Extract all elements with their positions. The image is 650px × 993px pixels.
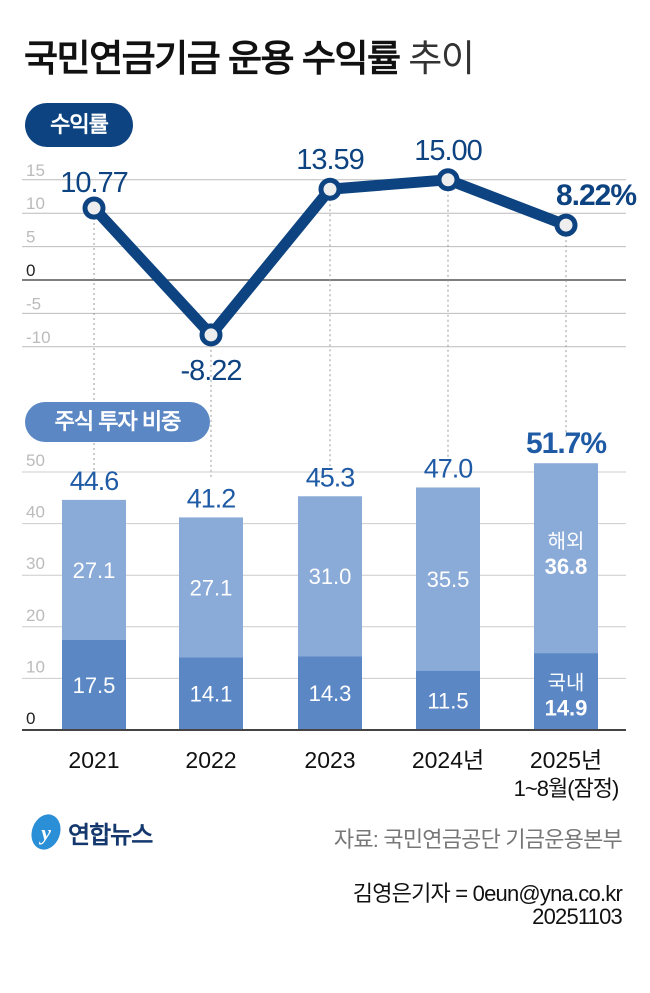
- x-tick-label: 2022: [185, 747, 236, 773]
- data-point: [318, 177, 342, 201]
- x-tick-sublabel: 1~8월(잠정): [514, 776, 619, 801]
- y-tick-label: 5: [26, 228, 35, 247]
- data-label: 15.00: [414, 135, 482, 167]
- bar-total-label: 44.6: [70, 466, 119, 496]
- data-label: 8.22%: [556, 179, 636, 212]
- y-tick-label: 30: [26, 554, 45, 573]
- title-bold: 국민연금기금 운용 수익률: [24, 38, 401, 79]
- x-tick-label: 2025년: [530, 747, 602, 773]
- bar-domestic: [416, 670, 480, 730]
- bar-overseas: [179, 517, 243, 658]
- y-tick-label: 0: [26, 709, 35, 728]
- bar-value-label: 27.1: [73, 558, 116, 583]
- data-label: -8.22: [180, 355, 241, 387]
- y-tick-label: 40: [26, 503, 45, 522]
- bar-value-label: 14.9: [545, 696, 588, 721]
- data-label: 13.59: [296, 144, 364, 176]
- bar-value-label: 11.5: [427, 688, 468, 713]
- bar-value-label: 14.1: [190, 682, 233, 707]
- series-line: [89, 174, 568, 344]
- data-label: 10.77: [60, 167, 128, 199]
- bar-value-label: 17.5: [73, 673, 116, 698]
- bar-domestic: [62, 639, 126, 730]
- y-tick-label: 0: [26, 261, 35, 280]
- series-name-label: 국내: [548, 672, 585, 695]
- bar-total-label: 47.0: [424, 453, 473, 483]
- title-light: 추이: [408, 38, 475, 79]
- byline-text: 김영은기자 = 0eun@yna.co.kr: [352, 881, 623, 906]
- yonhap-logo-icon: y: [31, 814, 61, 850]
- y-tick-label: 10: [26, 194, 45, 213]
- date-text: 20251103: [532, 904, 623, 929]
- bar-overseas: [534, 463, 598, 654]
- x-tick-label: 2024년: [412, 747, 484, 773]
- x-tick-label: 2021: [68, 747, 119, 773]
- source-text: 자료: 국민연금공단 기금운용본부: [333, 827, 623, 852]
- bar-overseas: [298, 496, 362, 657]
- series-name-label: 해외: [548, 530, 585, 553]
- data-point: [554, 213, 578, 237]
- y-tick-label: 10: [26, 657, 45, 676]
- data-point: [82, 196, 106, 220]
- y-tick-label: -10: [26, 328, 51, 347]
- y-tick-label: -5: [26, 294, 41, 313]
- yonhap-logo: y 연합뉴스: [28, 812, 153, 852]
- x-tick-label: 2023: [304, 747, 355, 773]
- logo-text: 연합뉴스: [68, 821, 153, 849]
- bar-overseas: [416, 487, 480, 671]
- bar-domestic: [179, 657, 243, 730]
- line-chart-title: 수익률: [25, 103, 133, 147]
- bar-value-label: 27.1: [190, 575, 233, 600]
- y-tick-label: 15: [26, 161, 45, 180]
- bar-total-label: 51.7%: [526, 427, 606, 460]
- bar-value-label: 35.5: [427, 567, 470, 592]
- bar-domestic: [534, 653, 598, 730]
- bar-chart-title: 주식 투자 비중: [25, 402, 210, 442]
- bar-total-label: 41.2: [187, 483, 236, 513]
- data-point: [436, 168, 460, 192]
- y-tick-label: 20: [26, 606, 45, 625]
- data-point: [199, 323, 223, 347]
- bar-value-label: 36.8: [545, 554, 588, 579]
- svg-text:y: y: [38, 820, 51, 845]
- bar-value-label: 31.0: [309, 564, 352, 589]
- bar-domestic: [298, 656, 362, 730]
- page-title: 국민연금기금 운용 수익률 추이: [24, 28, 475, 82]
- y-tick-label: 50: [26, 451, 45, 470]
- bar-overseas: [62, 499, 126, 640]
- bar-value-label: 14.3: [309, 681, 352, 706]
- bar-total-label: 45.3: [306, 462, 355, 492]
